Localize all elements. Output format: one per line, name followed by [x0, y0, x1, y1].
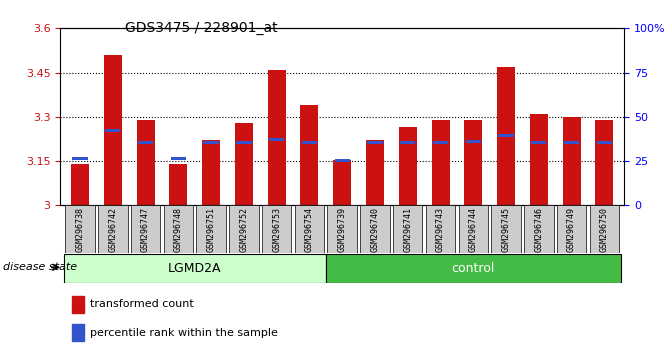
Bar: [169, 164, 187, 205]
Bar: [597, 141, 612, 144]
Text: GSM296747: GSM296747: [141, 207, 150, 252]
FancyBboxPatch shape: [64, 254, 326, 282]
FancyBboxPatch shape: [197, 205, 226, 253]
FancyBboxPatch shape: [164, 205, 193, 253]
Bar: [170, 157, 186, 160]
Bar: [400, 141, 415, 144]
FancyBboxPatch shape: [326, 254, 621, 282]
Bar: [137, 120, 154, 205]
Bar: [466, 141, 481, 143]
Text: GSM296748: GSM296748: [174, 207, 183, 252]
Bar: [235, 123, 253, 205]
Bar: [301, 105, 319, 205]
Bar: [431, 120, 450, 205]
Text: disease state: disease state: [3, 262, 77, 272]
Bar: [367, 141, 382, 144]
FancyBboxPatch shape: [426, 205, 455, 253]
Bar: [72, 324, 84, 341]
Bar: [595, 120, 613, 205]
Bar: [564, 141, 579, 144]
Bar: [531, 141, 546, 144]
FancyBboxPatch shape: [557, 205, 586, 253]
Bar: [203, 141, 219, 144]
Text: control: control: [452, 262, 495, 275]
FancyBboxPatch shape: [458, 205, 488, 253]
Bar: [202, 141, 220, 205]
Text: GSM296741: GSM296741: [403, 207, 412, 252]
Text: GSM296738: GSM296738: [76, 207, 85, 252]
Bar: [335, 159, 350, 162]
FancyBboxPatch shape: [131, 205, 160, 253]
FancyBboxPatch shape: [360, 205, 390, 253]
Bar: [269, 138, 285, 141]
Text: percentile rank within the sample: percentile rank within the sample: [90, 328, 278, 338]
Bar: [366, 141, 384, 205]
Text: GSM296746: GSM296746: [534, 207, 544, 252]
Text: GSM296743: GSM296743: [436, 207, 445, 252]
Text: GSM296752: GSM296752: [240, 207, 248, 252]
FancyBboxPatch shape: [262, 205, 291, 253]
Text: GSM296745: GSM296745: [501, 207, 511, 252]
Text: GSM296750: GSM296750: [600, 207, 609, 252]
FancyBboxPatch shape: [327, 205, 357, 253]
Bar: [71, 164, 89, 205]
FancyBboxPatch shape: [590, 205, 619, 253]
Bar: [562, 117, 580, 205]
FancyBboxPatch shape: [393, 205, 423, 253]
Text: GSM296754: GSM296754: [305, 207, 314, 252]
Text: GSM296742: GSM296742: [108, 207, 117, 252]
Text: GSM296749: GSM296749: [567, 207, 576, 252]
Bar: [433, 141, 448, 144]
Bar: [464, 120, 482, 205]
Bar: [72, 157, 88, 160]
Text: GSM296751: GSM296751: [207, 207, 215, 252]
Bar: [530, 114, 548, 205]
Text: GDS3475 / 228901_at: GDS3475 / 228901_at: [125, 21, 278, 35]
Bar: [333, 160, 351, 205]
Text: LGMD2A: LGMD2A: [168, 262, 221, 275]
Bar: [268, 70, 286, 205]
FancyBboxPatch shape: [524, 205, 554, 253]
Bar: [497, 67, 515, 205]
FancyBboxPatch shape: [229, 205, 258, 253]
FancyBboxPatch shape: [98, 205, 127, 253]
Text: GSM296740: GSM296740: [370, 207, 380, 252]
Bar: [236, 141, 252, 144]
Text: GSM296744: GSM296744: [469, 207, 478, 252]
Bar: [104, 55, 122, 205]
Bar: [138, 141, 153, 144]
FancyBboxPatch shape: [295, 205, 324, 253]
Bar: [499, 134, 514, 137]
Bar: [302, 141, 317, 144]
Bar: [399, 127, 417, 205]
FancyBboxPatch shape: [491, 205, 521, 253]
FancyBboxPatch shape: [65, 205, 95, 253]
Text: GSM296753: GSM296753: [272, 207, 281, 252]
Bar: [105, 129, 121, 132]
Bar: [72, 296, 84, 313]
Text: transformed count: transformed count: [90, 299, 193, 309]
Text: GSM296739: GSM296739: [338, 207, 347, 252]
